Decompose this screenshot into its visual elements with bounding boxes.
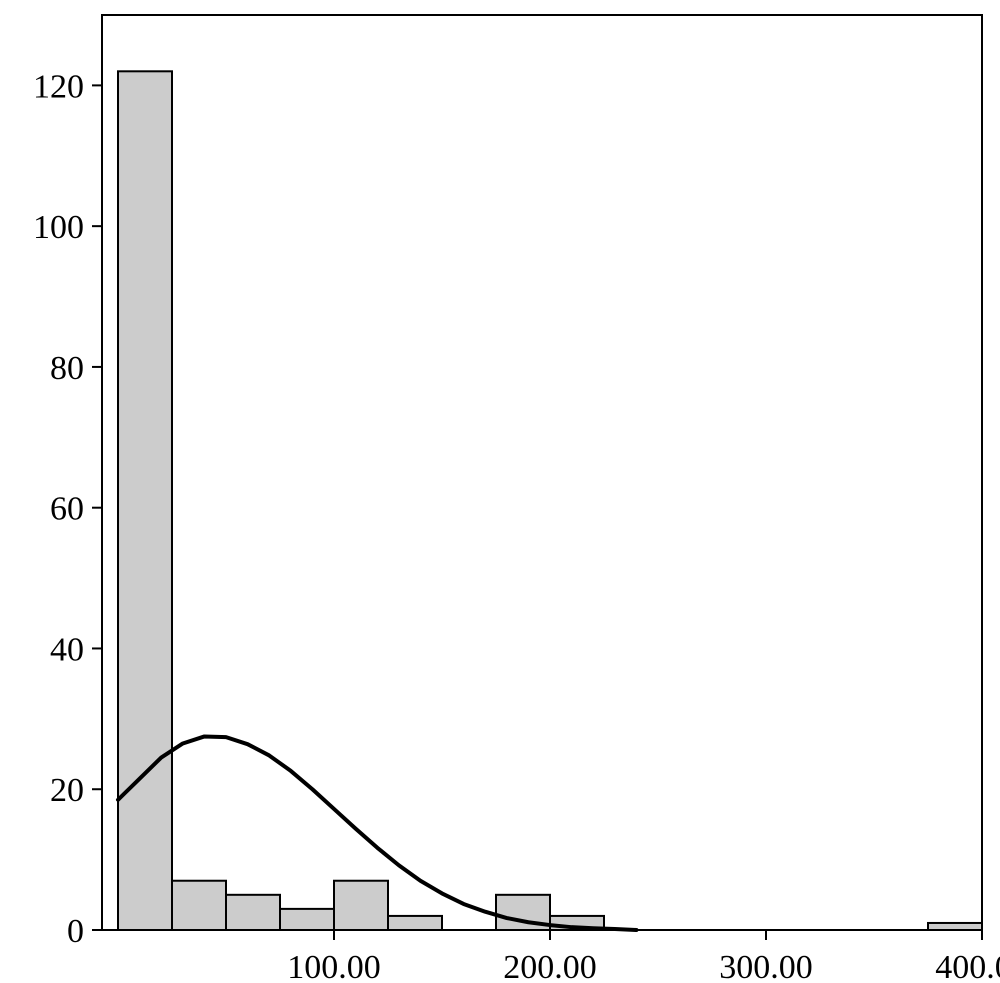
histogram-bar (172, 881, 226, 930)
histogram-bar (280, 909, 334, 930)
x-tick-label: 200.00 (503, 949, 597, 983)
chart-svg: 100.00 200.00 300.00 400.00 0 20 40 60 80 100 120 (0, 0, 1000, 983)
y-tick-label: 40 (50, 631, 84, 668)
y-tick-label: 120 (33, 68, 84, 105)
y-tick-label: 60 (50, 491, 84, 528)
histogram-chart: 100.00 200.00 300.00 400.00 0 20 40 60 80 100 120 (0, 0, 1000, 983)
x-tick-label: 100.00 (287, 949, 381, 983)
y-tick-label: 0 (67, 913, 84, 950)
histogram-bar (334, 881, 388, 930)
histogram-bar (928, 923, 982, 930)
y-tick-label: 80 (50, 350, 84, 387)
y-tick-label: 100 (33, 209, 84, 246)
histogram-bar (388, 916, 442, 930)
histogram-bar (118, 71, 172, 930)
y-tick-label: 20 (50, 772, 84, 809)
x-tick-label: 400.00 (935, 949, 1000, 983)
x-tick-label: 300.00 (719, 949, 813, 983)
histogram-bar (226, 895, 280, 930)
